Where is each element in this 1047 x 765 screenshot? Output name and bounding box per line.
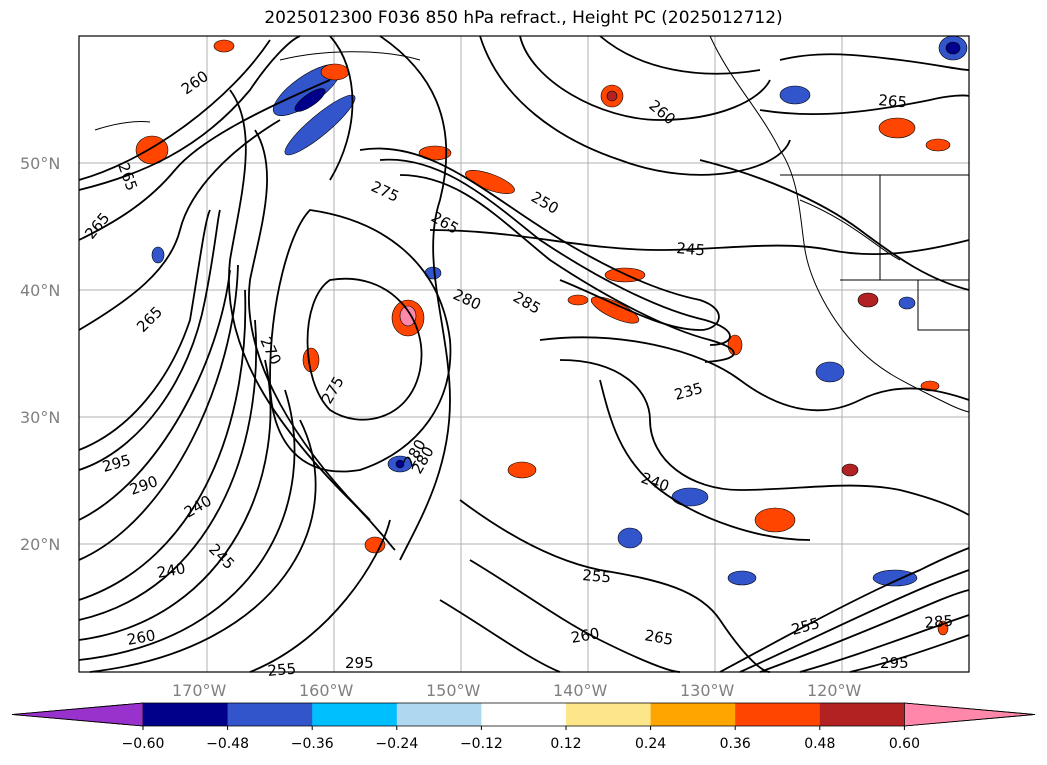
map-frame bbox=[78, 35, 970, 673]
map-title: 2025012300 F036 850 hPa refract., Height… bbox=[264, 8, 783, 28]
longitude-labels: 170°W 160°W 150°W 140°W 130°W 120°W bbox=[172, 681, 862, 700]
coastlines bbox=[94, 35, 970, 413]
longitude-label: 120°W bbox=[807, 681, 862, 700]
colorbar-segment bbox=[312, 703, 398, 726]
colorbar-tick-label: −0.36 bbox=[291, 736, 334, 752]
longitude-label: 170°W bbox=[172, 681, 227, 700]
colorbar-tick-label: 0.48 bbox=[804, 736, 835, 752]
colorbar-segment bbox=[396, 703, 482, 726]
colorbar-tick-label: 0.24 bbox=[635, 736, 666, 752]
colorbar-tick-label: −0.48 bbox=[206, 736, 249, 752]
contour-label: 255 bbox=[582, 566, 612, 586]
colorbar-tick-label: −0.24 bbox=[375, 736, 418, 752]
contour-label: 295 bbox=[880, 654, 909, 672]
contour-label: 260 bbox=[126, 626, 157, 649]
colorbar-segment bbox=[735, 703, 821, 726]
colorbar-tick-label: −0.12 bbox=[460, 736, 503, 752]
latitude-label: 50°N bbox=[20, 154, 60, 173]
colorbar: −0.60 −0.48 −0.36 −0.24 −0.12 0.12 0.24 0.36 0.4… bbox=[11, 702, 1036, 752]
colorbar-tick-label: 0.60 bbox=[889, 736, 920, 752]
contour-label: 265 bbox=[878, 91, 908, 111]
colorbar-segment bbox=[650, 703, 736, 726]
latitude-labels: 50°N 40°N 30°N 20°N bbox=[20, 154, 60, 554]
graticule bbox=[79, 36, 969, 672]
colorbar-extend-low bbox=[11, 702, 144, 727]
colorbar-tick-label: 0.36 bbox=[720, 736, 751, 752]
colorbar-segment bbox=[143, 703, 229, 726]
contour-label: 255 bbox=[267, 660, 297, 680]
colorbar-segment bbox=[481, 703, 567, 726]
colorbar-tick-label: −0.60 bbox=[122, 736, 165, 752]
colorbar-segment bbox=[227, 703, 313, 726]
contour-label: 285 bbox=[924, 612, 954, 632]
longitude-label: 150°W bbox=[426, 681, 481, 700]
longitude-label: 140°W bbox=[553, 681, 608, 700]
height-contours bbox=[78, 35, 970, 673]
latitude-label: 40°N bbox=[20, 281, 60, 300]
colorbar-extend-high bbox=[904, 702, 1036, 727]
colorbar-segment bbox=[566, 703, 652, 726]
longitude-label: 130°W bbox=[680, 681, 735, 700]
contour-label: 240 bbox=[156, 559, 187, 582]
contour-label: 265 bbox=[643, 626, 674, 649]
map-area: 260 265 265 275 265 250 245 280 285 265 … bbox=[20, 35, 970, 700]
colorbar-segment bbox=[819, 703, 905, 726]
latitude-label: 20°N bbox=[20, 535, 60, 554]
contour-label: 295 bbox=[345, 654, 374, 672]
latitude-label: 30°N bbox=[20, 408, 60, 427]
longitude-label: 160°W bbox=[299, 681, 354, 700]
contour-label: 260 bbox=[570, 624, 601, 647]
colorbar-tick-label: 0.12 bbox=[550, 736, 581, 752]
contour-label: 245 bbox=[676, 239, 706, 259]
